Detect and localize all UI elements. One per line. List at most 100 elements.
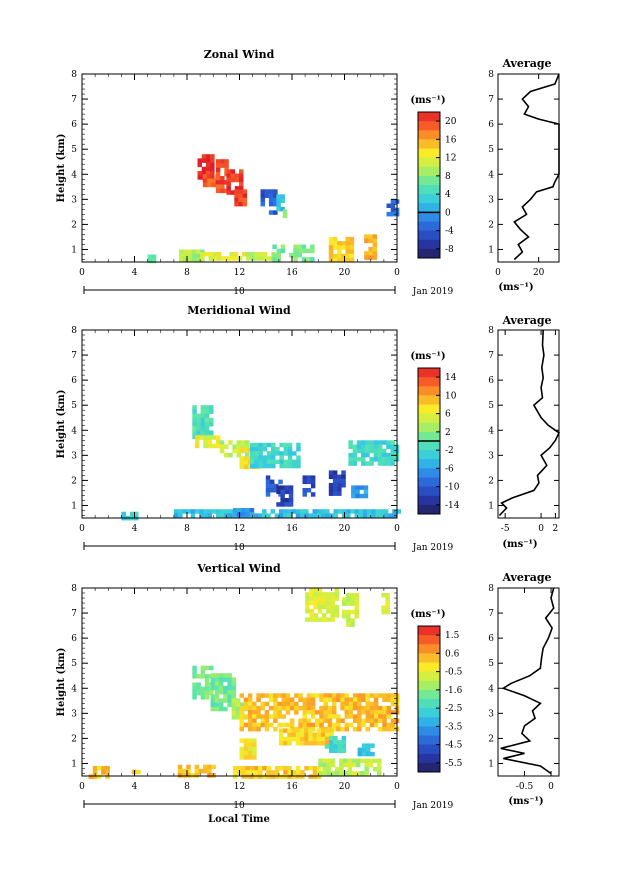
heatmap-cell <box>92 774 98 779</box>
heatmap-cell <box>223 673 228 678</box>
heatmap-cell <box>199 435 204 440</box>
heatmap-cell <box>270 774 276 779</box>
heatmap-cell <box>265 492 271 497</box>
heatmap-cell <box>348 457 353 462</box>
heatmap-cell <box>273 710 278 715</box>
colorbar-tick-label: 10 <box>445 391 457 401</box>
heatmap-cell <box>204 417 210 423</box>
heatmap-cell <box>210 677 216 682</box>
heatmap-cell <box>293 244 298 249</box>
heatmap-cell <box>371 509 376 514</box>
heatmap-cell <box>129 511 135 517</box>
heatmap-cell <box>187 249 192 254</box>
heatmap-cell <box>340 705 345 711</box>
heatmap-cell <box>309 588 314 593</box>
heatmap-cell <box>373 452 379 458</box>
heatmap-cell <box>377 461 383 466</box>
heatmap-cell <box>287 741 292 746</box>
heatmap-cell <box>207 764 212 770</box>
heatmap-cell <box>308 774 313 779</box>
heatmap-cell <box>271 451 276 456</box>
heatmap-cell <box>215 509 221 514</box>
heatmap-cell <box>287 736 292 742</box>
heatmap-cell <box>352 693 358 698</box>
heatmap-cell <box>373 710 379 715</box>
heatmap-cell <box>336 718 341 723</box>
x-tick-label: 12 <box>234 524 245 534</box>
heatmap-cell <box>238 197 243 203</box>
heatmap-cell <box>247 693 253 698</box>
heatmap-cell <box>252 746 257 752</box>
heatmap-cell <box>390 203 396 208</box>
heatmap-cell <box>316 732 322 738</box>
heatmap-cell <box>196 690 201 696</box>
heatmap-cell <box>235 698 241 703</box>
heatmap-cell <box>204 405 210 410</box>
colorbar-tick-label: 4 <box>445 190 451 200</box>
heatmap-cell <box>304 766 309 771</box>
heatmap-cell <box>291 509 296 514</box>
heatmap-cell <box>365 710 370 715</box>
heatmap-cell <box>230 177 236 183</box>
heatmap-cell <box>295 513 301 518</box>
heatmap-cell <box>382 457 387 462</box>
heatmap-cell <box>239 447 244 453</box>
heatmap-cell <box>285 710 291 715</box>
heatmap-cell <box>278 728 284 733</box>
heatmap-cell <box>349 257 355 263</box>
heatmap-cell <box>378 714 383 719</box>
heatmap-cell <box>216 252 222 257</box>
heatmap-cell <box>289 252 294 258</box>
profile-y-tick-label: 5 <box>488 401 494 411</box>
heatmap-cell <box>302 479 307 485</box>
heatmap-cell <box>178 513 183 518</box>
heatmap-cell <box>321 617 327 622</box>
heatmap-cell <box>348 461 353 466</box>
heatmap-cell <box>354 513 359 518</box>
heatmap-cell <box>337 249 342 254</box>
heatmap-cell <box>356 771 361 776</box>
heatmap-cell <box>265 475 271 480</box>
heatmap-cell <box>247 746 253 752</box>
average-profile: 1 2 3 4 5 6 7 8 -0.5 0 <box>488 584 560 792</box>
heatmap-cell <box>200 686 206 692</box>
heatmap-cell <box>345 249 350 254</box>
heatmap-cell <box>327 722 333 728</box>
heatmap-cell <box>306 697 312 702</box>
heatmap-cell <box>287 442 293 448</box>
heatmap-cell <box>332 470 338 475</box>
colorbar-tick-label: -8 <box>445 245 454 255</box>
heatmap-cell <box>97 774 102 779</box>
heatmap-cell <box>280 502 285 507</box>
heatmap-cell <box>210 702 216 708</box>
heatmap-cell <box>356 444 362 449</box>
heatmap-cell <box>333 744 338 749</box>
heatmap-cell <box>215 167 221 173</box>
heatmap-cell <box>201 171 207 176</box>
heatmap-cell <box>246 252 251 257</box>
heatmap-cell <box>308 736 313 742</box>
heatmap-cell <box>231 681 237 687</box>
heatmap-cell <box>192 417 197 423</box>
colorbar-swatch <box>418 422 440 433</box>
heatmap-cell <box>310 722 316 728</box>
heatmap-cell <box>192 430 197 435</box>
heatmap-cell <box>283 451 289 456</box>
x-tick-label: 4 <box>132 524 138 534</box>
heatmap-cell <box>234 177 240 183</box>
colorbar-swatch <box>418 157 440 168</box>
heatmap-cell <box>210 698 216 703</box>
heatmap-cell <box>192 405 197 410</box>
heatmap-cell <box>330 613 335 618</box>
heatmap-cell <box>187 257 192 263</box>
heatmap-cell <box>379 509 385 514</box>
heatmap-cell <box>382 705 387 711</box>
heatmap-cell <box>206 174 212 179</box>
heatmap-cell <box>313 596 318 601</box>
heatmap-cell <box>194 509 200 514</box>
heatmap-cell <box>210 162 215 168</box>
heatmap-cell <box>356 758 361 763</box>
heatmap-cell <box>337 257 342 263</box>
heatmap-cell <box>352 718 358 723</box>
heatmap-cell <box>242 252 247 257</box>
